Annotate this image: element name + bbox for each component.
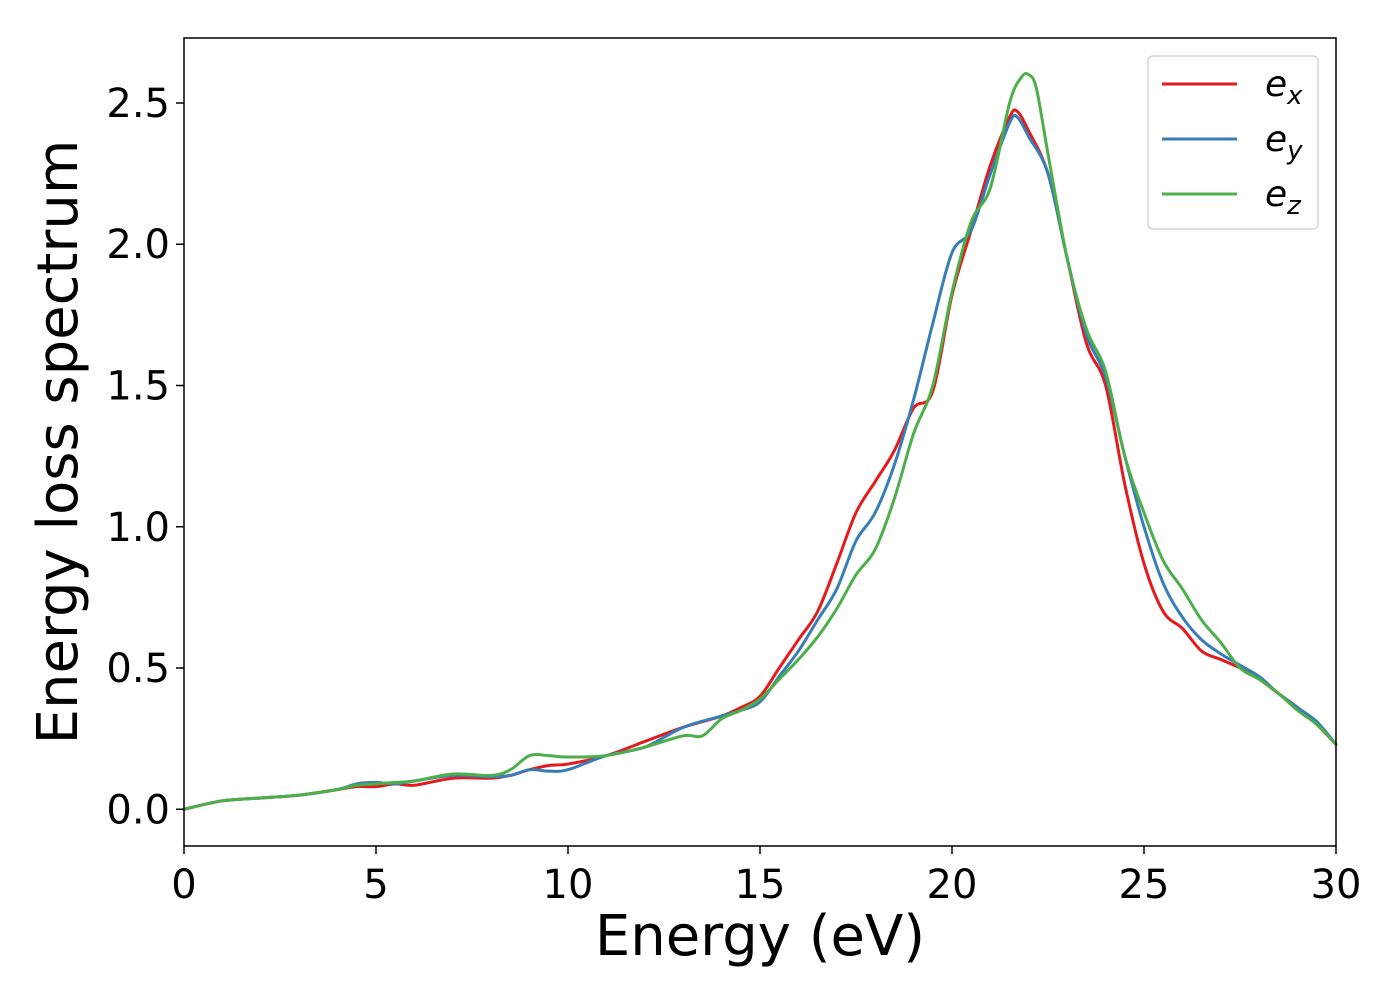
x-tick-label: 30 [1311, 862, 1362, 908]
x-tick-label: 0 [171, 862, 196, 908]
y-tick-label: 0.5 [106, 646, 170, 692]
x-tick-label: 15 [735, 862, 786, 908]
legend-label-e_x: ex [1265, 64, 1303, 111]
y-tick-label: 1.0 [106, 505, 170, 551]
series-layer [182, 72, 1338, 811]
y-tick-label: 2.0 [106, 222, 170, 268]
y-tick-label: 2.5 [106, 81, 170, 127]
legend-items: ex ey ez [1162, 64, 1303, 221]
y-tick-label: 1.5 [106, 363, 170, 409]
y-tick-label: 0.0 [106, 787, 170, 833]
series-line-e_z [182, 72, 1338, 811]
legend-label-e_z: ez [1265, 174, 1302, 221]
x-tick-label: 10 [543, 862, 594, 908]
legend: ex ey ez [1147, 55, 1319, 230]
series-line-e_x [182, 108, 1338, 811]
x-axis: 0 5 10 15 20 25 30 [171, 846, 1361, 908]
y-axis: 0.0 0.5 1.0 1.5 2.0 2.5 [106, 81, 184, 833]
legend-box [1147, 55, 1319, 230]
x-axis-title: Energy (eV) [595, 904, 925, 969]
legend-label-e_y: ey [1265, 119, 1303, 166]
x-tick-label: 5 [363, 862, 388, 908]
x-tick-label: 25 [1119, 862, 1170, 908]
x-tick-label: 20 [927, 862, 978, 908]
y-axis-title: Energy loss spectrum [26, 140, 91, 745]
